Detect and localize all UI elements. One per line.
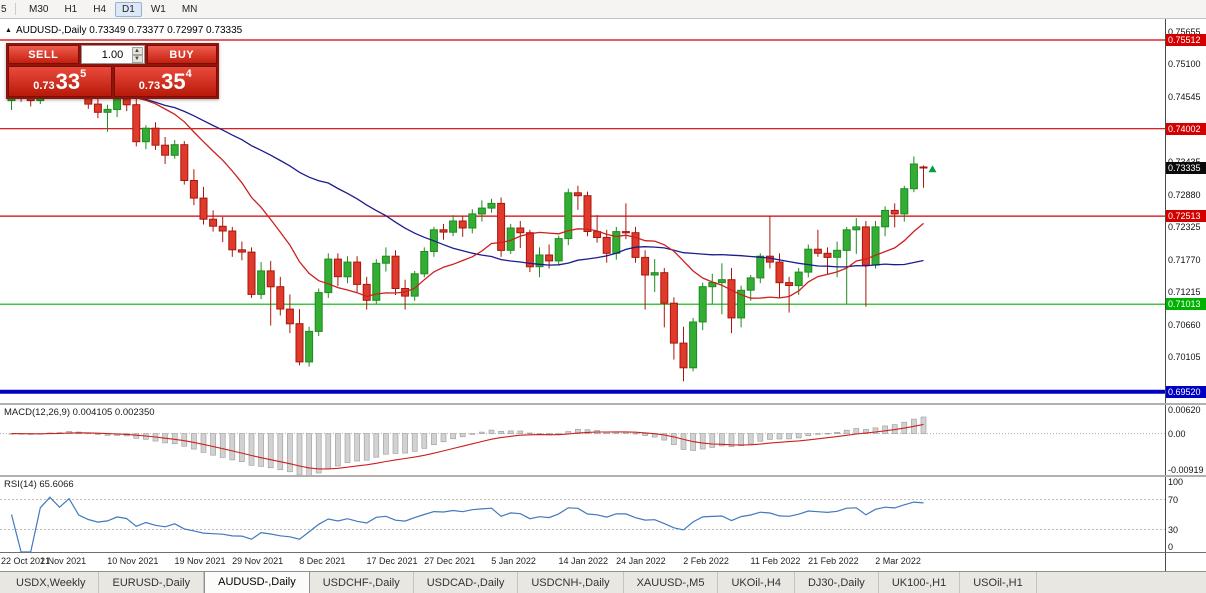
- timeframe-button-clipped[interactable]: 5: [1, 3, 7, 15]
- timeframe-button-h1[interactable]: H1: [64, 3, 78, 15]
- macd-signal-line: [11, 423, 924, 470]
- tab-usoil-h1[interactable]: USOil-,H1: [960, 572, 1037, 593]
- chart-title: ▲ AUDUSD-,Daily 0.73349 0.73377 0.72997 …: [5, 25, 242, 36]
- price-tick: 0.70105: [1168, 352, 1201, 363]
- timeframe-button-d1[interactable]: D1: [115, 1, 142, 17]
- axis-corner: [1165, 553, 1206, 571]
- tab-xauusd-m5[interactable]: XAUUSD-,M5: [624, 572, 719, 593]
- macd-label: MACD(12,26,9) 0.004105 0.002350: [4, 407, 155, 418]
- date-label: 27 Dec 2021: [424, 556, 476, 566]
- rsi-axis: 100 70 30 0: [1165, 477, 1206, 552]
- date-label: 24 Jan 2022: [616, 556, 666, 566]
- price-tick: 0.71770: [1168, 254, 1201, 265]
- rsi-label: RSI(14) 65.6066: [4, 479, 74, 490]
- price-badge: 0.73335: [1166, 161, 1206, 174]
- buy-arrow-marker: [928, 165, 937, 173]
- date-label: 17 Dec 2021: [366, 556, 418, 566]
- main-price-axis: 0.756550.751000.745450.739900.734350.728…: [1165, 19, 1206, 403]
- timeframe-button-h4[interactable]: H4: [93, 3, 107, 15]
- macd-histogram: [8, 416, 927, 475]
- price-badge: 0.75512: [1166, 34, 1206, 47]
- price-tick: 0.75100: [1168, 59, 1201, 70]
- chart-title-text: AUDUSD-,Daily 0.73349 0.73377 0.72997 0.…: [15, 25, 243, 36]
- date-label: 5 Jan 2022: [491, 556, 536, 566]
- volume-spinner: ▲ ▼: [131, 46, 143, 63]
- date-label: 8 Dec 2021: [299, 556, 346, 566]
- price-badge: 0.71013: [1166, 298, 1206, 311]
- buy-price-button[interactable]: 0.73 35 4: [113, 66, 217, 97]
- sell-button[interactable]: SELL: [8, 45, 79, 64]
- chart-window: 0.756550.751000.745450.739900.734350.728…: [0, 19, 1206, 571]
- price-tick: 0.74545: [1168, 91, 1201, 102]
- tab-usdx-weekly[interactable]: USDX,Weekly: [3, 572, 100, 593]
- tab-usdcad-daily[interactable]: USDCAD-,Daily: [414, 572, 519, 593]
- macd-svg[interactable]: [0, 405, 1165, 475]
- timeframe-button-mn[interactable]: MN: [181, 3, 198, 15]
- tab-eurusd-daily[interactable]: EURUSD-,Daily: [99, 572, 205, 593]
- price-tick: 0.72880: [1168, 189, 1201, 200]
- timeframe-toolbar: 5 M30 H1 H4 D1 W1 MN: [0, 0, 1206, 19]
- price-tick: 0.71215: [1168, 287, 1201, 298]
- timeframe-button-m30[interactable]: M30: [29, 3, 49, 15]
- symbol-tabbar: USDX,Weekly EURUSD-,Daily AUDUSD-,Daily USD…: [0, 571, 1206, 593]
- price-tick: 0.00: [1168, 428, 1186, 439]
- tab-audusd-daily[interactable]: AUDUSD-,Daily: [204, 572, 310, 593]
- timeframe-buttons: M30 H1 H4 D1 W1 MN: [21, 1, 205, 17]
- rsi-svg[interactable]: [0, 477, 1165, 552]
- price-tick: 100: [1168, 477, 1184, 487]
- ma-fast-line: [11, 85, 924, 299]
- price-tick: 0.00620: [1168, 405, 1201, 415]
- date-label: 29 Nov 2021: [232, 556, 284, 566]
- date-label: 10 Nov 2021: [107, 556, 159, 566]
- candles-layer: [7, 59, 928, 382]
- buy-price-big: 35: [161, 69, 186, 94]
- ma-slow-line: [11, 85, 924, 268]
- date-label: 19 Nov 2021: [174, 556, 226, 566]
- price-tick: -0.00919: [1168, 465, 1204, 475]
- price-badge: 0.74002: [1166, 122, 1206, 135]
- volume-down-icon[interactable]: ▼: [131, 54, 143, 63]
- price-tick: 0: [1168, 542, 1174, 552]
- buy-button[interactable]: BUY: [146, 45, 217, 64]
- date-label: 2 Mar 2022: [875, 556, 921, 566]
- sell-price-big: 33: [55, 69, 81, 94]
- date-label: 14 Jan 2022: [558, 556, 609, 566]
- volume-input[interactable]: 1.00 ▲ ▼: [80, 45, 145, 64]
- sell-price-prefix: 0.73: [33, 80, 55, 92]
- price-badge: 0.69520: [1166, 385, 1206, 398]
- date-label: 1 Nov 2021: [40, 556, 87, 566]
- price-tick: 30: [1168, 524, 1179, 535]
- rsi-line: [10, 496, 924, 552]
- volume-up-icon[interactable]: ▲: [131, 46, 143, 55]
- tab-usdchf-daily[interactable]: USDCHF-,Daily: [310, 572, 414, 593]
- one-click-trading-panel: SELL 1.00 ▲ ▼ BUY 0.73 33 5 0.73: [6, 43, 219, 99]
- volume-value: 1.00: [101, 48, 124, 61]
- date-label: 22 Oct 2021: [1, 556, 51, 566]
- price-tick: 0.70660: [1168, 319, 1201, 330]
- tab-ukoil-h4[interactable]: UKOil-,H4: [718, 572, 795, 593]
- buy-price-sup: 4: [185, 68, 192, 80]
- sell-price-sup: 5: [80, 68, 87, 80]
- price-tick: 70: [1168, 494, 1179, 505]
- date-label: 11 Feb 2022: [750, 556, 801, 566]
- price-tick: 0.75655: [1168, 26, 1201, 37]
- toolbar-separator: [15, 3, 16, 15]
- price-badge: 0.72513: [1166, 210, 1206, 223]
- sell-price-button[interactable]: 0.73 33 5: [8, 66, 112, 97]
- date-label: 2 Feb 2022: [683, 556, 729, 566]
- tab-usdcnh-daily[interactable]: USDCNH-,Daily: [518, 572, 624, 593]
- buy-price-prefix: 0.73: [138, 80, 161, 92]
- date-label: 21 Feb 2022: [808, 556, 859, 566]
- tab-uk100-h1[interactable]: UK100-,H1: [879, 572, 961, 593]
- tab-dj30-daily[interactable]: DJ30-,Daily: [795, 572, 879, 593]
- collapse-trade-panel-icon[interactable]: ▲: [5, 26, 12, 34]
- price-tick: 0.72325: [1168, 222, 1201, 233]
- horizontal-lines: [0, 39, 1165, 394]
- timeframe-button-w1[interactable]: W1: [150, 3, 166, 15]
- date-axis: 22 Oct 2021 1 Nov 2021 10 Nov 2021 19 Nov 2…: [0, 553, 1165, 571]
- macd-axis: 0.00620 0.00 -0.00919: [1165, 405, 1206, 475]
